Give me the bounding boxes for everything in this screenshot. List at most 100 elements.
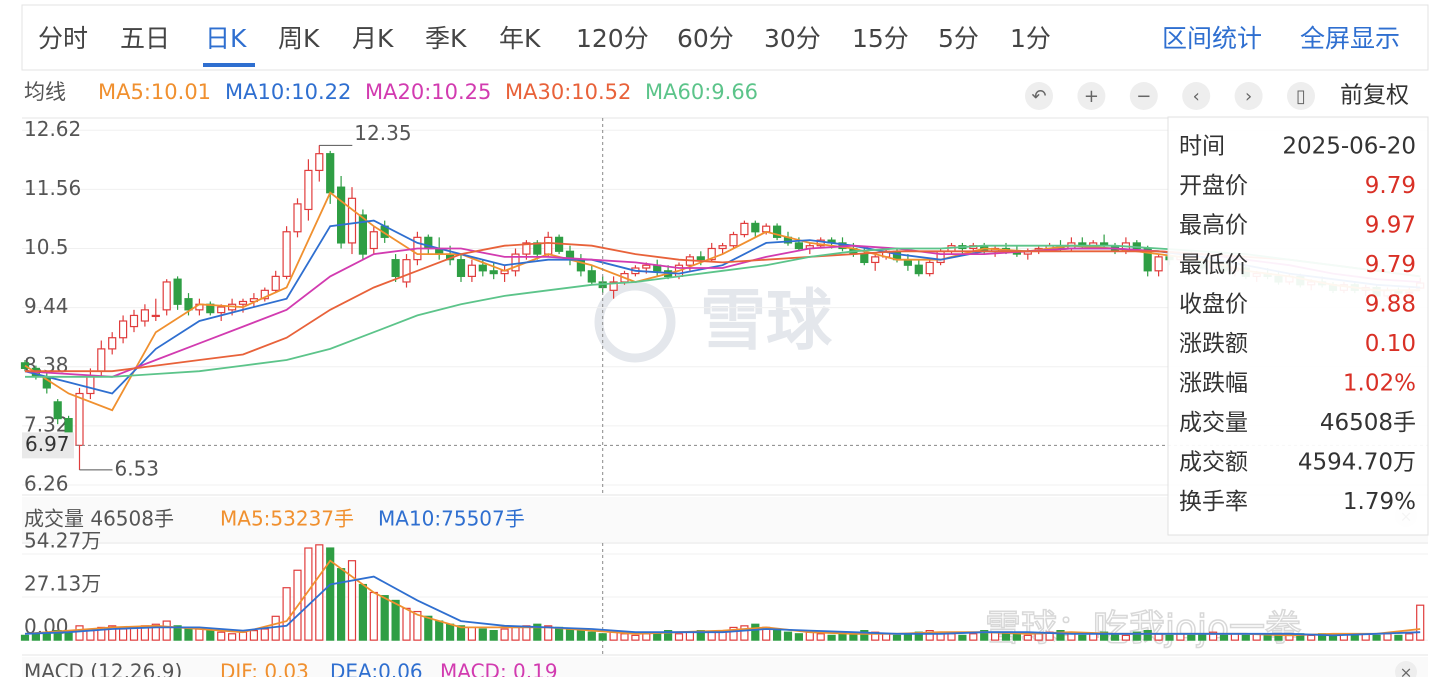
chart-control-icon: ▯	[1296, 86, 1306, 107]
candle-body	[97, 348, 106, 372]
period-tab[interactable]: 月K	[352, 24, 394, 53]
volume-bar	[881, 633, 891, 641]
volume-bar	[1372, 634, 1381, 641]
volume-bar	[544, 625, 553, 641]
volume-bar	[1023, 634, 1032, 641]
volume-bar	[958, 634, 967, 641]
chart-control-button[interactable]	[1287, 82, 1315, 110]
ma-legend: MA5:10.01	[98, 80, 211, 104]
volume-bar	[772, 630, 782, 641]
volume-bar	[1241, 634, 1250, 641]
candle-body	[696, 256, 705, 261]
tool-button[interactable]: 全屏显示	[1300, 24, 1400, 53]
volume-bar	[1198, 633, 1207, 641]
candle-body	[140, 309, 149, 322]
volume-bar	[980, 630, 989, 641]
volume-bar	[86, 630, 95, 641]
volume-bar	[173, 625, 182, 641]
crosshair-label: 6.97	[25, 432, 70, 456]
volume-bar	[751, 623, 760, 641]
chart-control-button[interactable]	[1182, 82, 1211, 110]
volume-bar	[674, 633, 684, 641]
period-tab[interactable]: 30分	[764, 24, 821, 53]
volume-bar	[1405, 633, 1414, 641]
candle-body	[173, 278, 182, 305]
tooltip-label: 开盘价	[1179, 173, 1248, 199]
watermark-credit: 雪球：吃我jojo一拳	[985, 608, 1301, 649]
candle-body	[1154, 256, 1163, 272]
volume-bar	[1143, 630, 1152, 641]
volume-bar	[1110, 633, 1120, 641]
candle-body	[238, 300, 248, 305]
volume-bar	[631, 634, 640, 641]
volume-bar	[478, 628, 487, 641]
volume-bar	[860, 630, 869, 641]
volume-bar	[1416, 604, 1425, 641]
macd-legend: DEA:0.06	[330, 660, 423, 677]
candle-body	[369, 231, 378, 250]
volume-bar	[456, 625, 466, 641]
tooltip-label: 换手率	[1179, 489, 1248, 515]
volume-bar	[195, 628, 204, 641]
candle-body	[184, 298, 193, 311]
chart-control-button[interactable]	[1077, 82, 1106, 110]
volume-bar	[511, 626, 520, 641]
volume-bar	[663, 630, 673, 641]
candle-body	[86, 376, 95, 395]
volume-bar	[1394, 634, 1403, 641]
candle-body	[151, 314, 160, 318]
tooltip-label: 成交量	[1179, 410, 1248, 436]
candle-body	[511, 253, 520, 272]
y-tick-label: 10.5	[24, 235, 69, 259]
tooltip-panel: 时间 2025-06-20 开盘价 9.79 最高价 9.97 最低价 9.79 收盘价 9.88…	[1167, 116, 1429, 536]
candle-body	[522, 242, 531, 255]
chart-control-icon: ↶	[1031, 86, 1046, 107]
tooltip-value: 4594.70万	[1298, 450, 1416, 476]
candle-body	[118, 320, 128, 339]
volume-title: 成交量 46508手	[24, 507, 174, 531]
volume-bar	[108, 625, 117, 641]
period-tab[interactable]: 5分	[938, 24, 979, 53]
period-tab[interactable]: 年K	[499, 24, 541, 53]
volume-bar	[892, 634, 902, 641]
y-tick-label: 11.56	[24, 176, 81, 200]
tooltip-label: 涨跌额	[1179, 331, 1248, 357]
candle-body	[326, 153, 335, 194]
y-tick-label: 12.62	[24, 117, 81, 141]
candle-body	[347, 197, 357, 244]
volume-bar	[576, 630, 586, 641]
tool-button[interactable]: 区间统计	[1162, 24, 1262, 53]
volume-bar	[64, 631, 73, 641]
macd-legend: DIF: 0.03	[220, 660, 309, 677]
chart-control-button[interactable]	[1025, 82, 1053, 110]
period-tab[interactable]: 日K	[205, 24, 247, 53]
chart-control-button[interactable]	[1129, 82, 1158, 110]
candle-body	[358, 214, 367, 255]
close-button[interactable]	[1395, 661, 1417, 677]
volume-bar	[75, 625, 84, 641]
period-tab[interactable]: 季K	[425, 24, 467, 53]
period-tab[interactable]: 五日	[120, 24, 170, 53]
period-tab[interactable]: 周K	[278, 24, 320, 53]
candle-body	[64, 417, 73, 434]
volume-ma-legend: MA10:75507手	[378, 507, 525, 531]
ma-legend: MA20:10.25	[365, 80, 491, 104]
adjust-mode[interactable]: 前复权	[1340, 83, 1409, 109]
candle-body	[609, 281, 618, 291]
tooltip-value: 9.97	[1365, 213, 1416, 239]
period-tab[interactable]: 15分	[852, 24, 909, 53]
tooltip-label: 最高价	[1179, 213, 1248, 239]
volume-bar	[925, 630, 934, 641]
period-tab[interactable]: 60分	[677, 24, 734, 53]
chart-control-button[interactable]	[1234, 82, 1263, 110]
period-tab[interactable]: 120分	[576, 24, 649, 53]
volume-bar	[740, 625, 749, 641]
volume-bar	[598, 633, 607, 641]
tooltip-value: 0.10	[1365, 331, 1416, 357]
period-tab[interactable]: 分时	[38, 24, 88, 53]
ma-line	[24, 575, 1421, 637]
volume-bar	[282, 587, 291, 641]
period-tab[interactable]: 1分	[1010, 24, 1051, 53]
volume-bar	[816, 633, 825, 641]
